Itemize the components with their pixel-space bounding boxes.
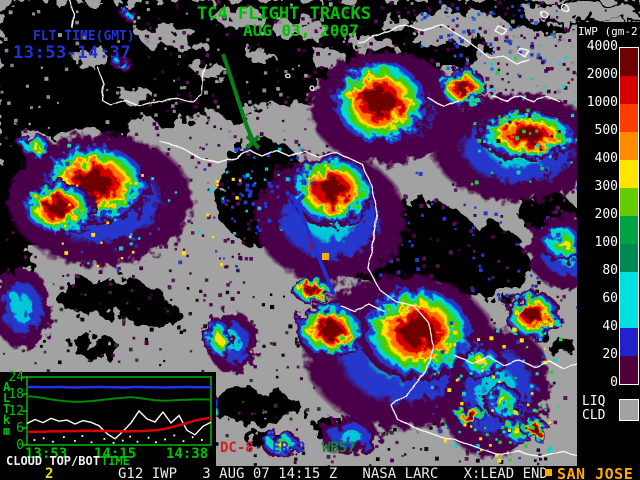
series-ER-2-altitude bbox=[26, 385, 211, 389]
inset-series-lines bbox=[26, 385, 212, 444]
colorbar-segment bbox=[620, 188, 638, 216]
colorbar-segment bbox=[620, 160, 638, 188]
y-tick-label: 12 bbox=[8, 404, 24, 419]
y-axis-label: L bbox=[3, 391, 11, 405]
flight-time-value: 13:53-14:37 bbox=[13, 43, 132, 63]
colorbar-segment bbox=[620, 356, 638, 384]
x-tick-label: 14:15 bbox=[94, 446, 137, 462]
y-axis-label: T bbox=[3, 402, 11, 416]
san-jose-legend-icon bbox=[545, 469, 552, 476]
liq-cld-swatch bbox=[619, 399, 639, 421]
colorbar-segment bbox=[620, 132, 638, 160]
colorbar-segment bbox=[620, 76, 638, 104]
series-cloud-top bbox=[26, 409, 212, 440]
san-jose-label: SAN JOSE bbox=[557, 465, 634, 480]
y-axis-label: A bbox=[3, 380, 11, 394]
liq-cld-label: CLD bbox=[582, 408, 606, 423]
colorbar-tick-label: 1000 bbox=[586, 95, 618, 110]
colorbar-tick-label: 4000 bbox=[586, 39, 618, 54]
map-gray-patches bbox=[72, 2, 636, 103]
status-text: G12 IWP 3 AUG 07 14:15 Z NASA LARC X:LEA… bbox=[118, 466, 548, 480]
colorbar-panel: IWP (gm-2) 4000 2000 1000 500 400 300 200 100 80… bbox=[577, 22, 640, 466]
legend-dc8: DC-8 bbox=[220, 440, 254, 456]
colorbar-segment bbox=[620, 328, 638, 356]
x-tick-label: 13:53 bbox=[25, 446, 68, 462]
colorbar-segment bbox=[620, 244, 638, 272]
colorbar-tick-label: 100 bbox=[594, 235, 618, 250]
y-tick-label: 0 bbox=[16, 438, 24, 453]
status-bar: 2 G12 IWP 3 AUG 07 14:15 Z NASA LARC X:L… bbox=[0, 465, 640, 480]
colorbar-tick-label: 500 bbox=[594, 123, 618, 138]
colorbar-tick-label: 0 bbox=[610, 375, 618, 390]
legend-wb57: WB57 bbox=[322, 440, 356, 456]
inset-plot bbox=[22, 376, 212, 446]
flight-time-label: FLT TIME(GMT) bbox=[33, 29, 135, 44]
colorbar-tick-label: 200 bbox=[594, 207, 618, 222]
colorbar-segment bbox=[620, 48, 638, 76]
altitude-time-inset-chart: 24 18 12 6 0 A L T k m 13:53 14:15 14:38 bbox=[0, 370, 216, 467]
colorbar-tick-label: 20 bbox=[602, 347, 618, 362]
colorbar-segment bbox=[620, 272, 638, 300]
frame-number: 2 bbox=[45, 466, 54, 480]
colorbar-segment bbox=[620, 104, 638, 132]
san-jose-map-marker bbox=[322, 253, 329, 260]
colorbar-title: IWP (gm-2) bbox=[578, 25, 640, 38]
colorbar-tick-label: 300 bbox=[594, 179, 618, 194]
page-title: TC4 FLIGHT TRACKS bbox=[197, 4, 371, 24]
colorbar-tick-label: 40 bbox=[602, 319, 618, 334]
series-WB57-altitude bbox=[26, 395, 212, 403]
y-axis-label: m bbox=[3, 424, 11, 438]
colorbar-tick-label: 60 bbox=[602, 291, 618, 306]
colorbar-tick-label: 80 bbox=[602, 263, 618, 278]
colorbar bbox=[619, 47, 639, 385]
liq-cld-label: LIQ bbox=[582, 394, 606, 409]
flight-track-er2 bbox=[288, 193, 336, 296]
legend-er2: ER-2 bbox=[272, 440, 306, 456]
inset-caption: CLOUD TOP/BOT bbox=[6, 454, 100, 468]
colorbar-tick-label: 2000 bbox=[586, 67, 618, 82]
inset-xaxis-title: TIME bbox=[101, 454, 130, 468]
y-axis-label: k bbox=[3, 413, 11, 427]
y-tick-label: 24 bbox=[8, 370, 24, 385]
y-tick-label: 18 bbox=[8, 387, 24, 402]
x-tick-label: 14:38 bbox=[166, 446, 209, 462]
inset-axis-ticks bbox=[22, 376, 27, 446]
series-DC-8-altitude bbox=[26, 416, 212, 434]
colorbar-tick-label: 400 bbox=[594, 151, 618, 166]
colorbar-segment bbox=[620, 300, 638, 328]
y-tick-label: 6 bbox=[16, 421, 24, 436]
colorbar-segment bbox=[620, 216, 638, 244]
page-date: AUG 03, 2007 bbox=[243, 21, 359, 40]
flight-track-wb57 bbox=[221, 53, 261, 150]
